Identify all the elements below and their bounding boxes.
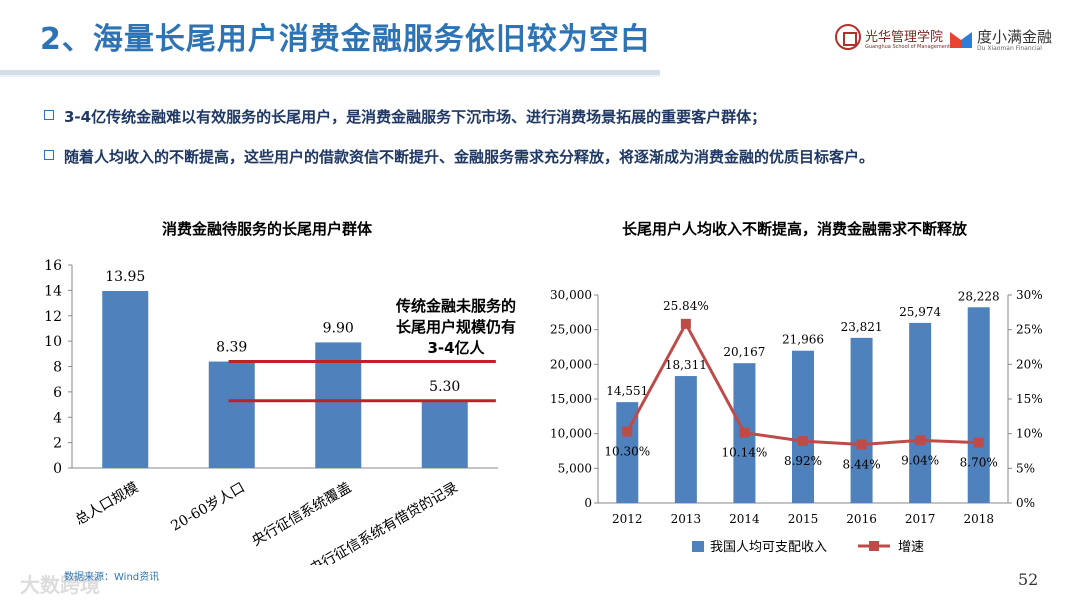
line-value-label: 10.30% bbox=[604, 445, 650, 459]
y-right-tick-label: 20% bbox=[1016, 357, 1043, 371]
line-value-label: 8.92% bbox=[784, 454, 822, 468]
data-label: 9.90 bbox=[323, 320, 354, 336]
y-tick-label: 2 bbox=[53, 436, 62, 452]
y-left-tick-label: 20,000 bbox=[550, 357, 592, 371]
bar bbox=[616, 402, 639, 503]
line-marker bbox=[973, 437, 984, 448]
y-left-tick-label: 25,000 bbox=[550, 323, 592, 337]
y-tick-label: 0 bbox=[53, 461, 62, 477]
y-tick-label: 8 bbox=[53, 360, 62, 376]
y-right-tick-label: 15% bbox=[1016, 392, 1043, 406]
y-tick-label: 10 bbox=[44, 334, 62, 350]
legend-label: 我国人均可支配收入 bbox=[710, 540, 827, 555]
legend-swatch-marker bbox=[869, 541, 879, 551]
line-value-label: 9.04% bbox=[901, 453, 939, 467]
data-label: 5.30 bbox=[429, 379, 460, 395]
bullet-box-icon bbox=[44, 110, 54, 120]
logo-right-name: 度小满金融 bbox=[977, 28, 1053, 46]
duxiaoman-mark-icon bbox=[950, 32, 972, 48]
legend-label: 增速 bbox=[898, 540, 924, 555]
logo-left-name: 光华管理学院 bbox=[865, 30, 944, 45]
annotation-text: 长尾用户规模仍有 bbox=[396, 318, 516, 336]
line-value-label: 8.44% bbox=[843, 457, 881, 471]
y-tick-label: 16 bbox=[44, 258, 62, 274]
income-growth-chart: 0 5,000 10,000 15,000 20,000 25,000 30,000 0% 5%… bbox=[550, 288, 1043, 555]
y-left-tick-label: 30,000 bbox=[550, 288, 592, 302]
long-tail-users-chart: 0 2 4 6 8 10 12 14 16 13.95 总人口规模 8.39 20-60岁人口 9.90 央… bbox=[44, 258, 516, 565]
y-tick-label: 6 bbox=[53, 385, 62, 401]
bar bbox=[674, 376, 697, 503]
bullet-text: 随着人均收入的不断提高，这些用户的借款资信不断提升、金融服务需求充分释放，将逐渐… bbox=[64, 148, 875, 166]
bar bbox=[315, 342, 362, 468]
y-right-tick-label: 10% bbox=[1016, 427, 1043, 441]
x-tick-label: 2015 bbox=[788, 512, 819, 526]
bullet-point: 随着人均收入的不断提高，这些用户的借款资信不断提升、金融服务需求充分释放，将逐渐… bbox=[44, 146, 874, 167]
line-marker bbox=[680, 318, 691, 329]
data-label: 8.39 bbox=[216, 340, 247, 356]
duxiaoman-logo: 度小满金融 Du Xiaoman Financial bbox=[950, 24, 1070, 54]
title-underline bbox=[0, 70, 660, 75]
line-marker bbox=[739, 427, 750, 438]
line-value-label: 10.14% bbox=[722, 446, 768, 460]
bar-value-label: 25,974 bbox=[899, 305, 941, 319]
x-tick-label: 2013 bbox=[671, 512, 702, 526]
line-value-label: 25.84% bbox=[663, 299, 709, 313]
chart1-title: 消费金融待服务的长尾用户群体 bbox=[162, 220, 373, 238]
chart2-title: 长尾用户人均收入不断提高，消费金融需求不断释放 bbox=[622, 220, 968, 238]
y-right-tick-label: 0% bbox=[1016, 496, 1035, 510]
page-title: 2、海量长尾用户消费金融服务依旧较为空白 bbox=[40, 22, 651, 57]
logo-right-sub: Du Xiaoman Financial bbox=[977, 45, 1042, 52]
bar bbox=[967, 307, 990, 503]
x-tick-label: 2016 bbox=[846, 512, 877, 526]
y-tick-label: 4 bbox=[53, 410, 62, 426]
bullet-text: 3-4亿传统金融难以有效服务的长尾用户，是消费金融服务下沉市场、进行消费场景拓展… bbox=[64, 108, 767, 126]
bar bbox=[792, 350, 814, 503]
category-label: 央行征信系统覆盖 bbox=[249, 480, 354, 550]
data-label: 13.95 bbox=[105, 269, 145, 285]
y-right-tick-label: 30% bbox=[1016, 288, 1043, 302]
y-tick-label: 14 bbox=[44, 283, 62, 299]
bar bbox=[850, 337, 873, 503]
x-tick-label: 2012 bbox=[612, 512, 643, 526]
watermark: 大数跨境 bbox=[20, 573, 100, 597]
logo-left-sub: Guanghua School of Management bbox=[865, 44, 950, 50]
title-underline-light bbox=[0, 75, 660, 77]
y-left-tick-label: 15,000 bbox=[550, 392, 592, 406]
category-label: 20-60岁人口 bbox=[168, 480, 247, 535]
data-source: 数据来源：Wind资讯 bbox=[64, 572, 160, 583]
bar bbox=[421, 400, 468, 468]
bar-value-label: 21,966 bbox=[782, 333, 824, 347]
bar-value-label: 28,228 bbox=[958, 289, 1000, 303]
y-tick-label: 12 bbox=[44, 309, 62, 325]
y-left-tick-label: 10,000 bbox=[550, 427, 592, 441]
y-left-tick-label: 5,000 bbox=[558, 461, 592, 475]
page-number: 52 bbox=[1018, 570, 1039, 589]
bar bbox=[909, 322, 932, 503]
category-label: 总人口规模 bbox=[73, 480, 142, 529]
bar-value-label: 20,167 bbox=[723, 345, 765, 359]
x-tick-label: 2018 bbox=[963, 512, 994, 526]
guanghua-logo: 光华管理学院 Guanghua School of Management bbox=[835, 24, 950, 54]
x-tick-label: 2014 bbox=[729, 512, 760, 526]
line-value-label: 8.70% bbox=[960, 456, 998, 470]
bar-value-label: 23,821 bbox=[841, 320, 883, 334]
bar bbox=[102, 291, 149, 468]
line-marker bbox=[622, 426, 633, 437]
bullet-box-icon bbox=[44, 150, 54, 160]
line-marker bbox=[856, 439, 867, 450]
seal-icon bbox=[835, 24, 861, 50]
annotation-text: 3-4亿人 bbox=[427, 339, 485, 357]
legend-swatch-bar bbox=[692, 541, 704, 552]
y-left-tick-label: 0 bbox=[584, 496, 592, 510]
line-marker bbox=[798, 436, 808, 447]
annotation-text: 传统金融未服务的 bbox=[395, 297, 516, 315]
bullet-point: 3-4亿传统金融难以有效服务的长尾用户，是消费金融服务下沉市场、进行消费场景拓展… bbox=[44, 106, 766, 127]
bar-value-label: 18,311 bbox=[665, 358, 707, 372]
y-right-tick-label: 25% bbox=[1016, 323, 1043, 337]
line-marker bbox=[915, 435, 926, 446]
bar-value-label: 14,551 bbox=[606, 384, 648, 398]
y-right-tick-label: 5% bbox=[1016, 461, 1035, 475]
bar bbox=[208, 361, 255, 468]
x-tick-label: 2017 bbox=[905, 512, 936, 526]
